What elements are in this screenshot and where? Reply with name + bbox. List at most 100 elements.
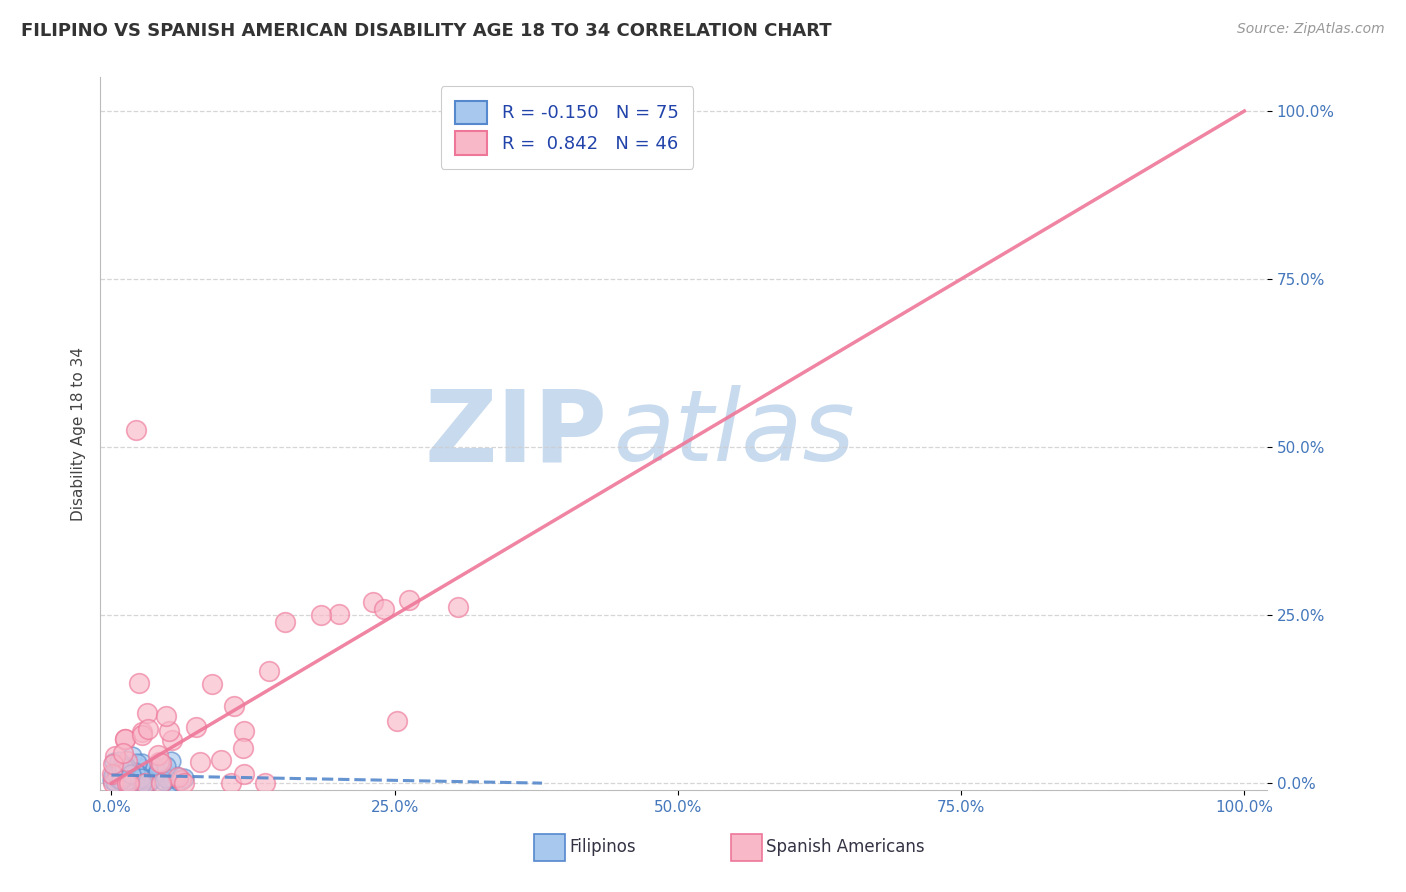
Point — [173, 776, 195, 790]
Point — [232, 723, 254, 738]
Point — [111, 758, 134, 772]
Point — [107, 772, 129, 786]
Point — [131, 769, 153, 783]
Point — [110, 761, 132, 775]
Point — [112, 776, 135, 790]
Point — [159, 754, 181, 768]
Point — [124, 775, 146, 789]
Y-axis label: Disability Age 18 to 34: Disability Age 18 to 34 — [72, 347, 86, 521]
Point — [103, 757, 125, 772]
Point — [184, 720, 207, 734]
Point — [117, 769, 139, 783]
Point — [134, 776, 156, 790]
Point — [148, 755, 170, 769]
Text: atlas: atlas — [613, 385, 855, 483]
Point — [101, 769, 124, 783]
Point — [124, 765, 146, 780]
Point — [361, 595, 384, 609]
Point — [111, 746, 134, 760]
Point — [162, 771, 184, 785]
Point — [121, 749, 143, 764]
Point — [118, 768, 141, 782]
Point — [131, 728, 153, 742]
Point — [110, 769, 132, 783]
Point — [149, 756, 172, 770]
Point — [385, 714, 408, 729]
Point — [124, 776, 146, 790]
Point — [219, 776, 242, 790]
Point — [107, 771, 129, 785]
Text: Spanish Americans: Spanish Americans — [766, 838, 925, 856]
Point — [128, 676, 150, 690]
Point — [125, 756, 148, 770]
Text: Filipinos: Filipinos — [569, 838, 636, 856]
Point — [103, 749, 125, 764]
Point — [105, 767, 128, 781]
Point — [135, 772, 157, 786]
Point — [124, 771, 146, 785]
Point — [104, 775, 127, 789]
Point — [110, 773, 132, 788]
Point — [155, 759, 177, 773]
Point — [209, 753, 232, 767]
Point — [232, 767, 254, 781]
Point — [131, 725, 153, 739]
Point — [232, 741, 254, 756]
Point — [141, 772, 163, 787]
Point — [115, 774, 138, 789]
Point — [128, 772, 150, 787]
Point — [143, 760, 166, 774]
Point — [259, 664, 281, 678]
Point — [103, 768, 125, 782]
Point — [155, 709, 177, 723]
Point — [117, 765, 139, 780]
Point — [222, 699, 245, 714]
Point — [114, 732, 136, 747]
Point — [114, 773, 136, 788]
Point — [142, 766, 165, 780]
Point — [100, 767, 122, 781]
Text: ZIP: ZIP — [425, 385, 607, 483]
Point — [138, 775, 160, 789]
Point — [107, 765, 129, 780]
Point — [105, 772, 128, 787]
Point — [131, 776, 153, 790]
Point — [373, 602, 395, 616]
Point — [201, 676, 224, 690]
Point — [157, 724, 180, 739]
Point — [148, 764, 170, 779]
Point — [131, 772, 153, 786]
Point — [153, 764, 176, 779]
Point — [108, 754, 131, 768]
Point — [124, 775, 146, 789]
Point — [121, 768, 143, 782]
Point — [159, 776, 181, 790]
Point — [131, 756, 153, 771]
Point — [153, 774, 176, 789]
Point — [173, 771, 195, 785]
Point — [118, 776, 141, 790]
Point — [101, 772, 124, 787]
Point — [128, 774, 150, 789]
Text: FILIPINO VS SPANISH AMERICAN DISABILITY AGE 18 TO 34 CORRELATION CHART: FILIPINO VS SPANISH AMERICAN DISABILITY … — [21, 22, 832, 40]
Point — [167, 770, 190, 784]
Point — [136, 706, 159, 721]
Legend: R = -0.150   N = 75, R =  0.842   N = 46: R = -0.150 N = 75, R = 0.842 N = 46 — [440, 87, 693, 169]
Point — [155, 772, 177, 786]
Point — [117, 776, 139, 790]
Point — [188, 755, 211, 769]
Point — [114, 772, 136, 787]
Point — [108, 772, 131, 786]
Point — [120, 772, 142, 787]
Point — [150, 776, 173, 790]
Point — [121, 776, 143, 790]
Point — [101, 776, 124, 790]
Point — [167, 774, 190, 789]
Point — [110, 763, 132, 777]
Point — [125, 423, 148, 437]
Point — [446, 600, 468, 615]
Point — [111, 768, 134, 782]
Point — [253, 776, 276, 790]
Point — [165, 768, 187, 782]
Point — [120, 766, 142, 780]
